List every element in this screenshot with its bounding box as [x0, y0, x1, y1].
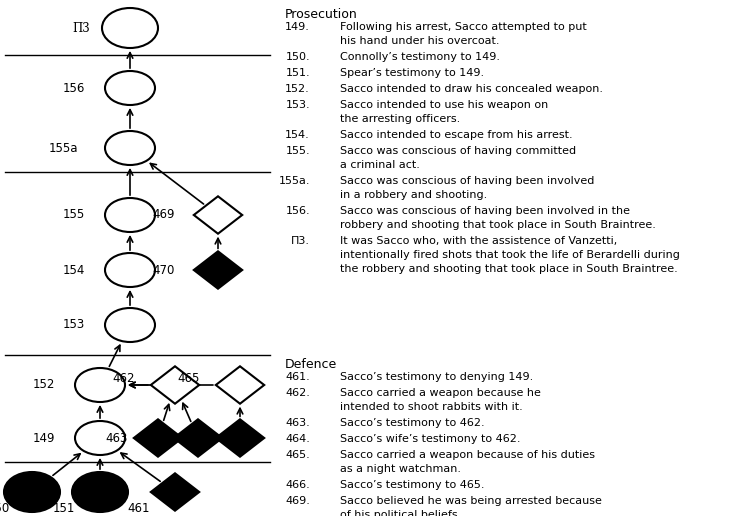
Ellipse shape [105, 198, 155, 232]
Text: Spear’s testimony to 149.: Spear’s testimony to 149. [340, 68, 484, 78]
Polygon shape [134, 420, 182, 457]
Text: robbery and shooting that took place in South Braintree.: robbery and shooting that took place in … [340, 220, 656, 230]
Text: Defence: Defence [285, 358, 337, 371]
Text: Sacco intended to use his weapon on: Sacco intended to use his weapon on [340, 100, 548, 110]
Text: Sacco intended to draw his concealed weapon.: Sacco intended to draw his concealed wea… [340, 84, 603, 94]
Text: 153: 153 [63, 318, 85, 331]
Text: 469: 469 [153, 208, 175, 221]
Ellipse shape [4, 472, 60, 512]
Text: Sacco carried a weapon because of his duties: Sacco carried a weapon because of his du… [340, 450, 595, 460]
Text: 463: 463 [106, 431, 128, 444]
Text: 465.: 465. [285, 450, 310, 460]
Text: It was Sacco who, with the assistence of Vanzetti,: It was Sacco who, with the assistence of… [340, 236, 618, 246]
Text: Sacco’s testimony to 462.: Sacco’s testimony to 462. [340, 418, 485, 428]
Ellipse shape [75, 368, 125, 402]
Text: Sacco believed he was being arrested because: Sacco believed he was being arrested bec… [340, 496, 602, 506]
Text: 155a: 155a [48, 141, 78, 154]
Text: Π3.: Π3. [291, 236, 310, 246]
Polygon shape [151, 366, 199, 404]
Text: 156.: 156. [285, 206, 310, 216]
Text: 152.: 152. [285, 84, 310, 94]
Text: the arresting officers.: the arresting officers. [340, 114, 461, 124]
Text: 470: 470 [153, 264, 175, 277]
Text: 462: 462 [112, 372, 135, 384]
Polygon shape [194, 196, 242, 234]
Text: 462.: 462. [285, 388, 310, 398]
Polygon shape [174, 420, 222, 457]
Text: 155: 155 [63, 208, 85, 221]
Text: Sacco carried a weapon because he: Sacco carried a weapon because he [340, 388, 541, 398]
Ellipse shape [105, 131, 155, 165]
Text: 464: 464 [146, 431, 168, 444]
Text: Sacco was conscious of having been involved: Sacco was conscious of having been invol… [340, 176, 594, 186]
Text: 151.: 151. [285, 68, 310, 78]
Text: Sacco was conscious of having committed: Sacco was conscious of having committed [340, 146, 576, 156]
Text: 466: 466 [187, 431, 210, 444]
Text: Sacco was conscious of having been involved in the: Sacco was conscious of having been invol… [340, 206, 630, 216]
Text: 155.: 155. [285, 146, 310, 156]
Text: Following his arrest, Sacco attempted to put: Following his arrest, Sacco attempted to… [340, 22, 587, 32]
Polygon shape [194, 251, 242, 288]
Text: Sacco intended to escape from his arrest.: Sacco intended to escape from his arrest… [340, 130, 572, 140]
Text: a criminal act.: a criminal act. [340, 160, 420, 170]
Text: 154.: 154. [285, 130, 310, 140]
Text: 149: 149 [32, 431, 55, 444]
Text: 156: 156 [63, 82, 85, 94]
Text: 152: 152 [32, 379, 55, 392]
Text: Sacco’s testimony to 465.: Sacco’s testimony to 465. [340, 480, 485, 490]
Text: 154: 154 [63, 264, 85, 277]
Text: 464.: 464. [285, 434, 310, 444]
Text: 153.: 153. [285, 100, 310, 110]
Text: in a robbery and shooting.: in a robbery and shooting. [340, 190, 487, 200]
Polygon shape [216, 366, 264, 404]
Text: 466.: 466. [285, 480, 310, 490]
Polygon shape [216, 420, 264, 457]
Ellipse shape [72, 472, 128, 512]
Text: 155a.: 155a. [279, 176, 310, 186]
Ellipse shape [102, 8, 158, 48]
Ellipse shape [105, 71, 155, 105]
Text: Connolly’s testimony to 149.: Connolly’s testimony to 149. [340, 52, 500, 62]
Text: 151: 151 [53, 502, 75, 514]
Text: 149.: 149. [285, 22, 310, 32]
Text: Sacco’s testimony to denying 149.: Sacco’s testimony to denying 149. [340, 372, 533, 382]
Text: his hand under his overcoat.: his hand under his overcoat. [340, 36, 500, 46]
Ellipse shape [105, 308, 155, 342]
Text: 463.: 463. [285, 418, 310, 428]
Text: 469.: 469. [285, 496, 310, 506]
Text: Prosecution: Prosecution [285, 8, 358, 21]
Text: 461.: 461. [285, 372, 310, 382]
Ellipse shape [105, 253, 155, 287]
Text: of his political beliefs.: of his political beliefs. [340, 510, 461, 516]
Text: 150.: 150. [285, 52, 310, 62]
Ellipse shape [75, 421, 125, 455]
Text: 150: 150 [0, 502, 10, 514]
Text: as a night watchman.: as a night watchman. [340, 464, 461, 474]
Text: intended to shoot rabbits with it.: intended to shoot rabbits with it. [340, 402, 522, 412]
Text: Π3: Π3 [72, 22, 90, 35]
Text: 461: 461 [128, 502, 150, 514]
Text: intentionally fired shots that took the life of Berardelli during: intentionally fired shots that took the … [340, 250, 680, 260]
Text: Sacco’s wife’s testimony to 462.: Sacco’s wife’s testimony to 462. [340, 434, 520, 444]
Polygon shape [151, 473, 199, 511]
Text: 465: 465 [177, 372, 200, 384]
Text: the robbery and shooting that took place in South Braintree.: the robbery and shooting that took place… [340, 264, 678, 274]
